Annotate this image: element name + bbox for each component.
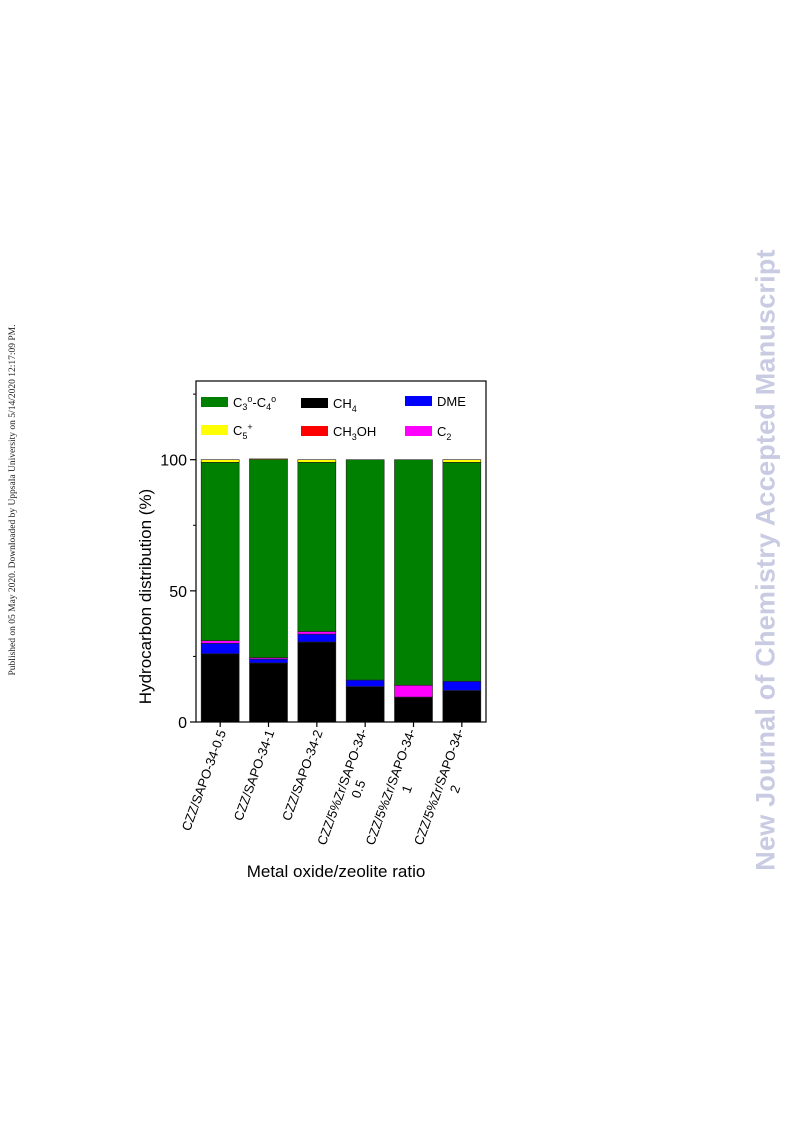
legend-label-c3c4: C3o-C4o xyxy=(233,394,276,412)
x-tick-label-line: CZZ/SAPO-34-2 xyxy=(279,728,326,823)
bar-segment-c3c4 xyxy=(297,462,337,632)
bar-segment-ch4 xyxy=(249,662,288,723)
bar-segment-c3c4 xyxy=(394,459,433,686)
bar-segment-c2 xyxy=(394,684,433,698)
bar-segment-ch4 xyxy=(394,696,433,723)
legend-swatch-ch4 xyxy=(301,398,328,408)
y-tick-label: 100 xyxy=(160,453,187,470)
bar-segment-c3c4 xyxy=(249,459,288,659)
x-tick-label-line: 2 xyxy=(447,783,464,795)
x-axis-title: Metal oxide/zeolite ratio xyxy=(247,862,426,881)
bar-segment-c5 xyxy=(249,458,288,460)
legend-swatch-dme xyxy=(405,396,432,406)
plot-frame xyxy=(195,380,487,723)
bar-segment-dme xyxy=(200,643,240,655)
bar-segment-dme xyxy=(345,679,385,687)
legend-swatch-c3c4 xyxy=(201,397,228,407)
x-tick-label-line: 1 xyxy=(398,783,415,795)
bar-segment-ch4 xyxy=(200,653,240,723)
x-tick-label: CZZ/5%Zr/SAPO-34-2 xyxy=(411,727,467,848)
x-tick-label-line: CZZ/SAPO-34-0.5 xyxy=(179,728,229,833)
bar-segment-ch4 xyxy=(297,641,337,723)
x-tick-label: CZZ/SAPO-34-2 xyxy=(279,728,326,823)
x-tick-label-line: 0.5 xyxy=(348,778,368,800)
bar-segment-dme xyxy=(249,658,288,664)
y-tick-label: 50 xyxy=(169,584,187,601)
bar-segment-dme xyxy=(297,633,337,643)
legend-swatch-c5 xyxy=(201,425,228,435)
bar-segment-c3c4 xyxy=(345,459,385,681)
bar-segment-c5 xyxy=(297,459,337,463)
bar-segment-c5 xyxy=(442,459,482,463)
bar-segment-c3c4 xyxy=(442,462,482,682)
legend-swatch-c2 xyxy=(405,426,432,436)
legend-label-ch3oh: CH3OH xyxy=(333,424,376,442)
legend-swatch-ch3oh xyxy=(301,426,328,436)
x-tick-label-line: CZZ/SAPO-34-1 xyxy=(231,728,278,823)
legend-label-c5: C5+ xyxy=(233,422,253,441)
bar-segment-c2 xyxy=(297,631,337,635)
legend-label-c2: C2 xyxy=(437,424,451,442)
legend-label-ch4: CH4 xyxy=(333,396,357,414)
y-tick-label: 0 xyxy=(178,715,187,732)
bar-segment-c2 xyxy=(200,640,240,644)
bar-segment-ch4 xyxy=(442,690,482,723)
bar-segment-ch4 xyxy=(345,686,385,723)
bar-segment-dme xyxy=(442,681,482,691)
bar-segment-c3c4 xyxy=(200,462,240,641)
bar-segment-c5 xyxy=(200,459,240,463)
legend-label-dme: DME xyxy=(437,394,466,409)
y-axis-title: Hydrocarbon distribution (%) xyxy=(136,489,155,704)
x-tick-label: CZZ/SAPO-34-0.5 xyxy=(179,728,229,833)
x-tick-label: CZZ/SAPO-34-1 xyxy=(231,728,278,823)
